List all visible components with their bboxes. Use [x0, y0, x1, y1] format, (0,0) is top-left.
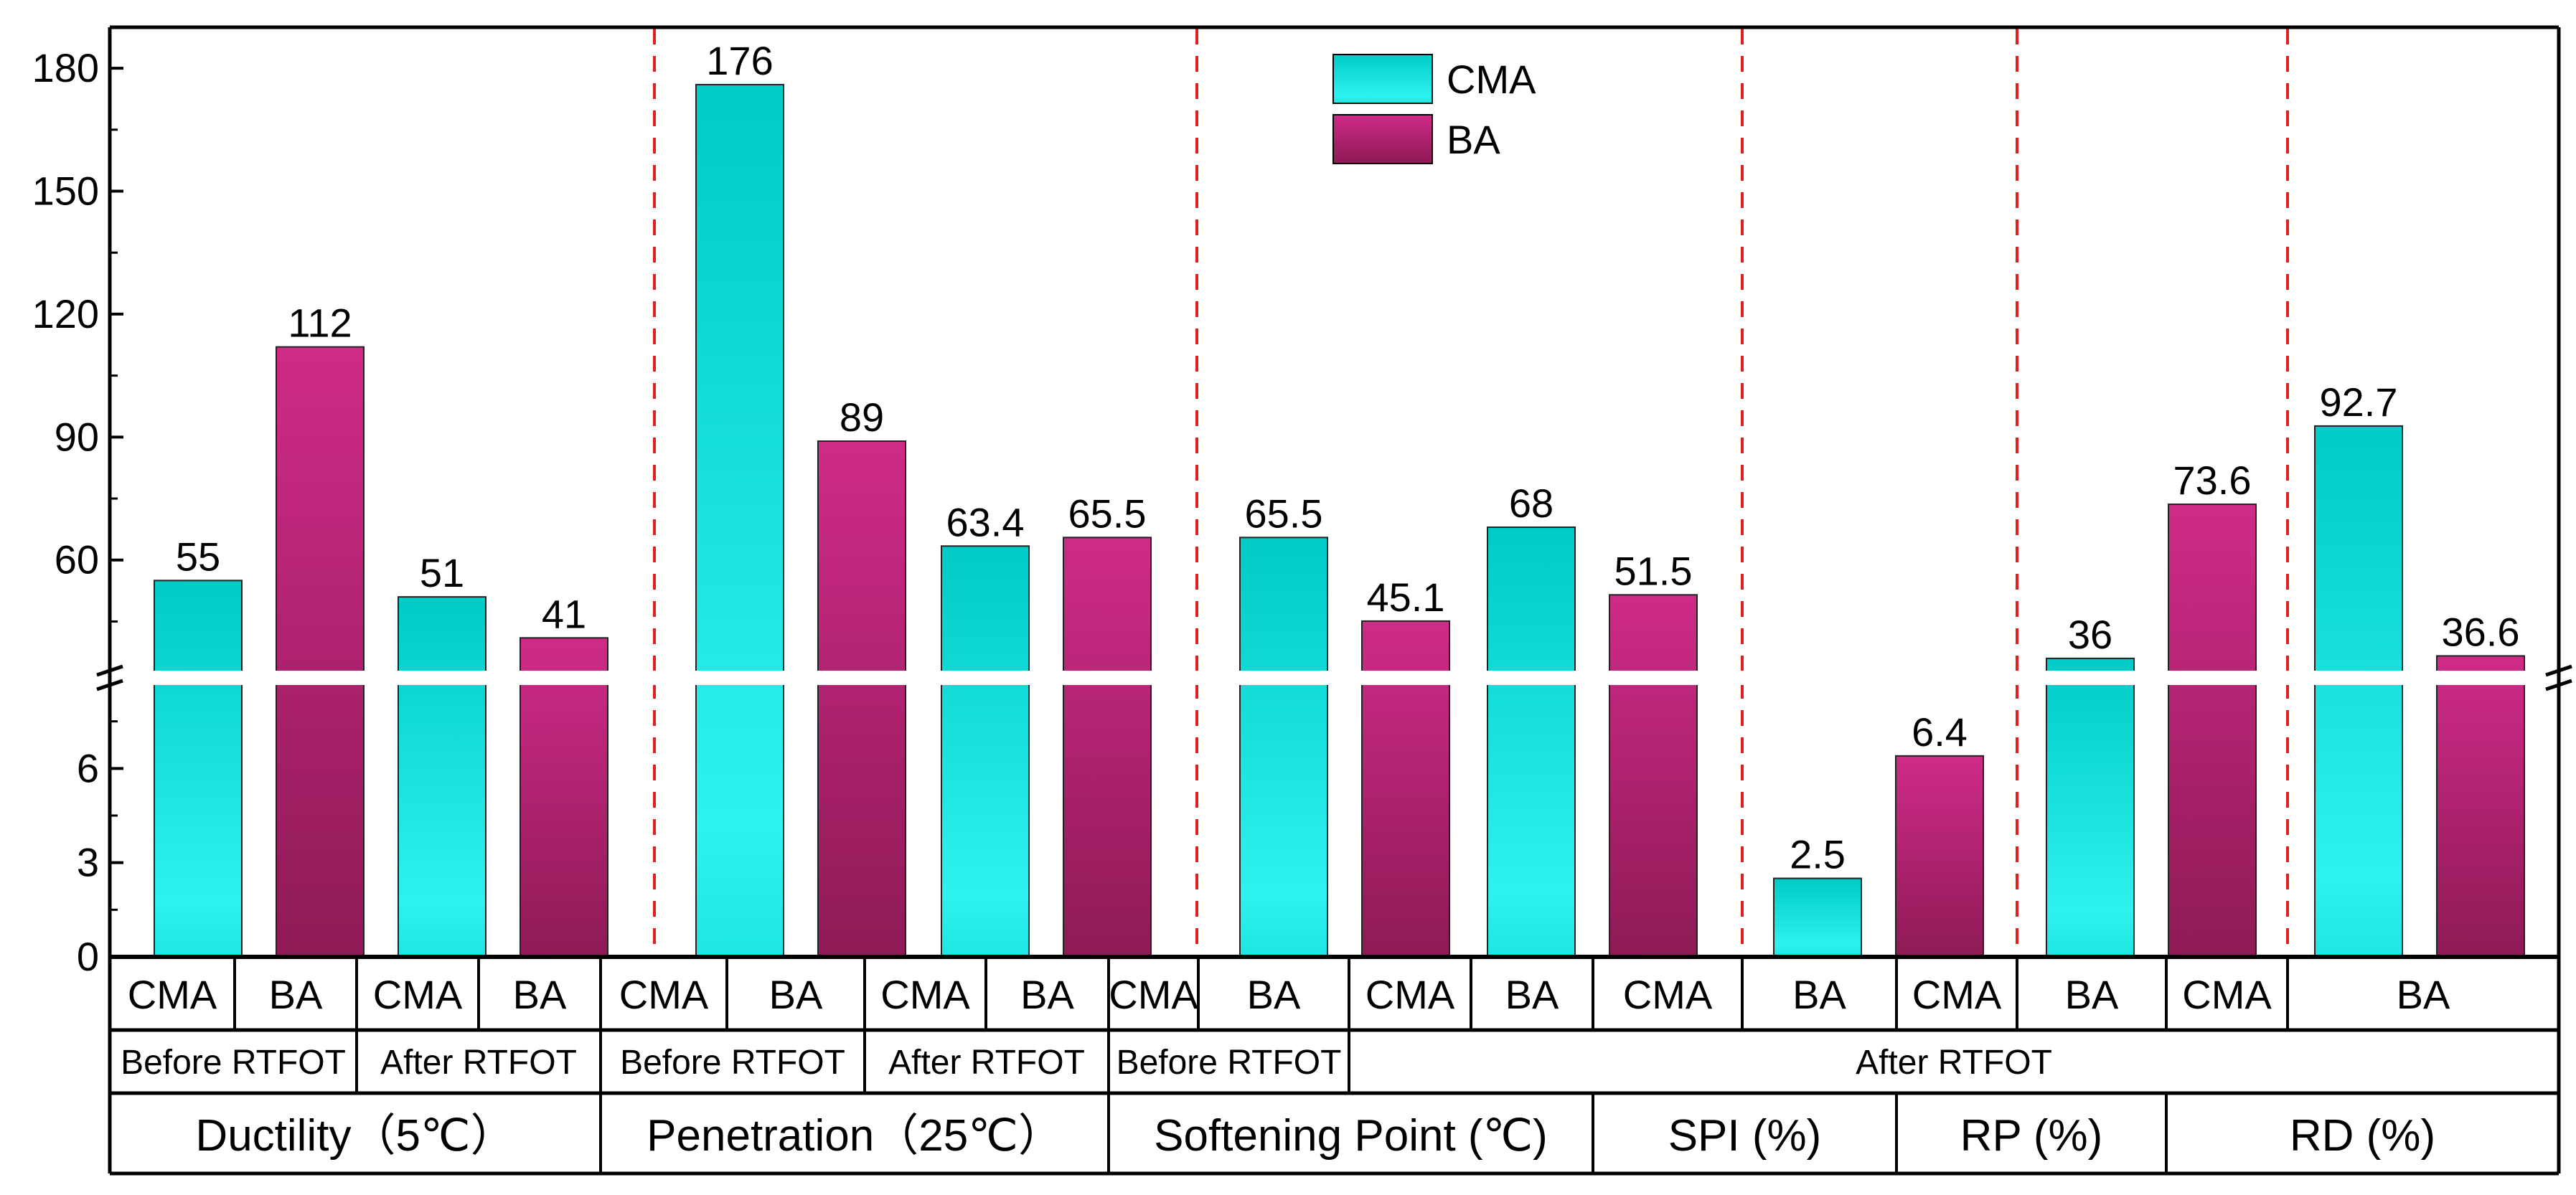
y-tick-label-6: 6 [77, 745, 99, 790]
x-category-label-13: BA [1792, 972, 1846, 1017]
y-tick-label-0: 0 [77, 934, 99, 979]
value-label-0: 55 [176, 534, 220, 579]
y-tick-label-120: 120 [32, 291, 99, 336]
condition-label-2: Before RTFOT [620, 1044, 845, 1082]
x-category-label-6: CMA [880, 972, 970, 1017]
bars [112, 83, 2557, 958]
value-label-14: 36 [2068, 612, 2112, 657]
condition-label-5: After RTFOT [1856, 1044, 2052, 1082]
x-category-label-3: BA [513, 972, 567, 1017]
bar-cma-10 [1487, 526, 1576, 958]
legend-label-ba: BA [1447, 117, 1500, 162]
value-labels: 55 112 51 41 176 89 63.4 65.5 65.5 45.1 68 51.5 2.5 6… [176, 38, 2520, 877]
group-label-0: Ductility（5℃） [195, 1111, 514, 1161]
bar-ba-17 [2436, 655, 2525, 958]
x-category-label-1: BA [269, 972, 323, 1017]
bar-cma-12 [1773, 877, 1862, 958]
bar-ba-1 [276, 346, 365, 958]
value-label-5: 89 [840, 395, 884, 440]
bar-cma-8 [1239, 537, 1328, 958]
value-label-4: 176 [706, 38, 773, 83]
bar-ba-15 [2168, 504, 2257, 958]
value-label-13: 6.4 [1912, 709, 1968, 755]
x-category-label-9: BA [1247, 972, 1301, 1017]
value-label-10: 68 [1509, 481, 1553, 526]
legend-swatch-ba [1332, 114, 1433, 164]
bar-ba-7 [1063, 537, 1152, 958]
bar-cma-4 [695, 83, 784, 958]
condition-label-4: Before RTFOT [1117, 1044, 1342, 1082]
x-category-label-14: CMA [1912, 972, 2002, 1017]
legend-label-cma: CMA [1447, 57, 1536, 102]
category-table: CMA BA CMA BA CMA BA CMA BA CMA BA CMA BA CMA BA CMA BA… [110, 955, 2559, 1176]
group-label-3: SPI (%) [1668, 1111, 1822, 1161]
condition-label-1: After RTFOT [380, 1044, 577, 1082]
value-label-15: 73.6 [2173, 458, 2252, 503]
value-label-7: 65.5 [1068, 491, 1147, 536]
bar-ba-13 [1895, 755, 1984, 958]
bar-ba-5 [817, 440, 906, 958]
y-tick-label-150: 150 [32, 169, 99, 214]
bar-ba-11 [1609, 594, 1698, 958]
bar-cma-2 [398, 596, 486, 958]
group-dividers [653, 29, 2289, 957]
value-label-3: 41 [542, 591, 586, 636]
value-label-8: 65.5 [1245, 491, 1323, 536]
value-label-2: 51 [420, 550, 464, 595]
x-category-label-12: CMA [1623, 972, 1713, 1017]
x-category-label-5: BA [769, 972, 823, 1017]
bar-cma-0 [154, 580, 243, 958]
y-tick-label-60: 60 [55, 537, 99, 582]
group-label-5: RD (%) [2290, 1111, 2435, 1161]
legend: CMA BA [1332, 54, 1536, 164]
legend-swatch-cma [1332, 54, 1433, 104]
x-category-label-10: CMA [1365, 972, 1455, 1017]
value-label-11: 51.5 [1614, 548, 1693, 593]
bar-cma-14 [2046, 657, 2135, 958]
x-category-label-11: BA [1505, 972, 1559, 1017]
bar-cma-6 [941, 545, 1030, 958]
value-label-17: 36.6 [2442, 609, 2520, 654]
group-label-4: RP (%) [1960, 1111, 2103, 1161]
group-label-1: Penetration（25℃） [647, 1111, 1063, 1161]
x-category-label-16: CMA [2182, 972, 2272, 1017]
value-label-12: 2.5 [1790, 832, 1846, 877]
value-label-6: 63.4 [946, 499, 1025, 544]
x-category-label-15: BA [2065, 972, 2119, 1017]
axis-break-band [112, 671, 2557, 685]
y-tick-label-180: 180 [32, 45, 99, 90]
x-category-label-4: CMA [619, 972, 709, 1017]
x-category-label-8: CMA [1109, 972, 1198, 1017]
value-label-9: 45.1 [1367, 575, 1445, 620]
x-category-label-2: CMA [373, 972, 463, 1017]
value-label-16: 92.7 [2320, 379, 2398, 425]
y-tick-label-90: 90 [55, 414, 99, 459]
y-tick-label-3: 3 [77, 840, 99, 885]
x-category-label-0: CMA [128, 972, 217, 1017]
condition-label-3: After RTFOT [888, 1044, 1085, 1082]
x-category-label-7: BA [1020, 972, 1074, 1017]
x-category-label-17: BA [2397, 972, 2450, 1017]
condition-label-0: Before RTFOT [121, 1044, 346, 1082]
group-label-2: Softening Point (℃) [1154, 1111, 1548, 1161]
value-label-1: 112 [288, 301, 352, 346]
bar-ba-3 [520, 637, 608, 958]
bar-cma-16 [2314, 425, 2403, 958]
